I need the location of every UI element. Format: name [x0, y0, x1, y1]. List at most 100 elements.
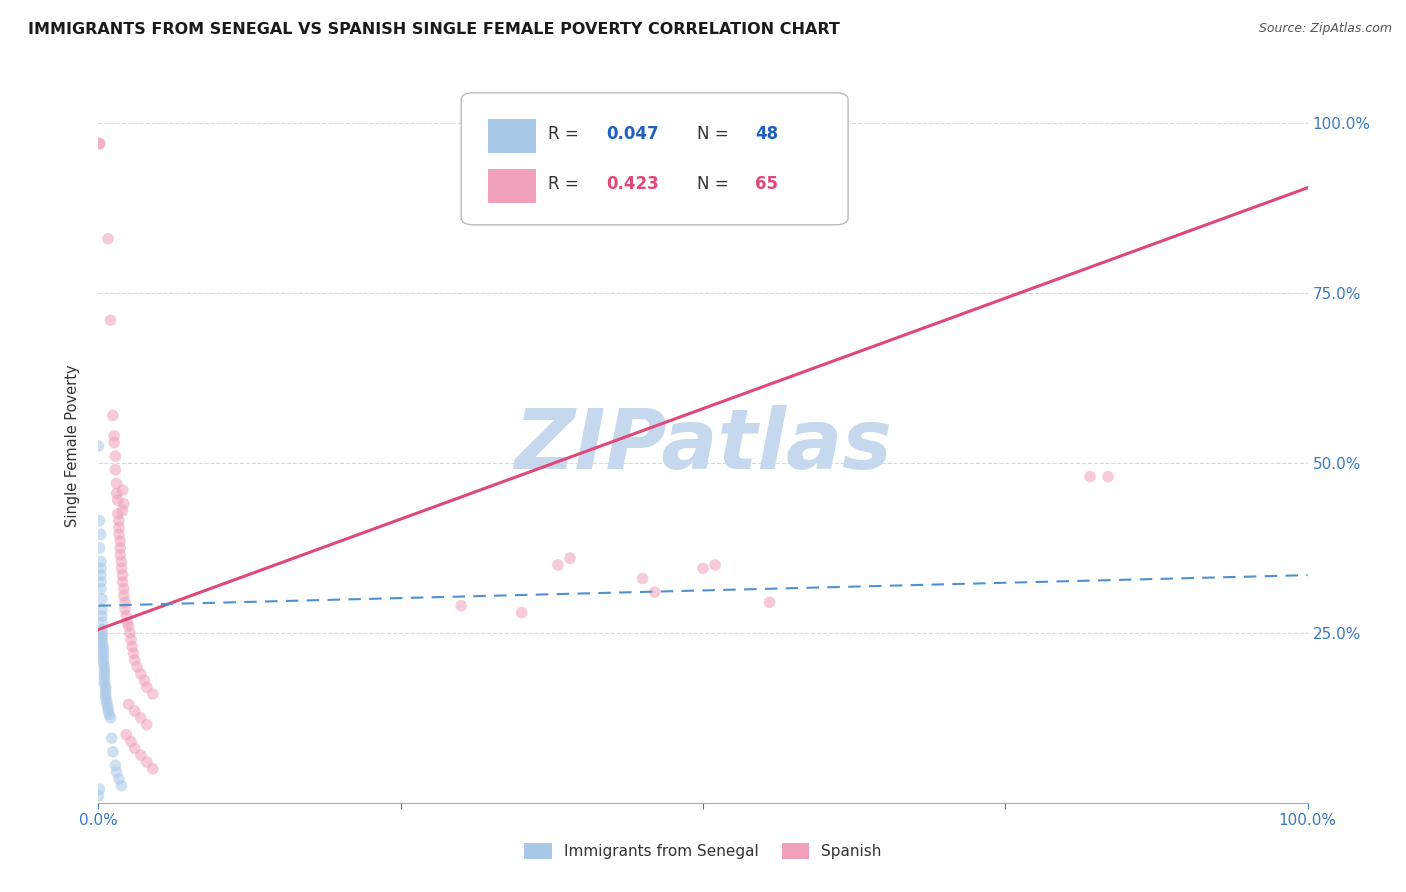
Text: 65: 65	[755, 175, 778, 193]
Point	[1097, 469, 1119, 483]
Point	[91, 602, 114, 616]
FancyBboxPatch shape	[461, 93, 848, 225]
Point	[118, 698, 141, 712]
Point	[93, 666, 115, 681]
Point	[90, 527, 112, 541]
Bar	[488, 120, 536, 153]
Point	[108, 541, 131, 555]
Point	[127, 660, 149, 674]
Point	[87, 789, 110, 803]
Point	[91, 591, 114, 606]
Text: N =: N =	[697, 125, 734, 143]
Point	[91, 615, 114, 630]
Point	[510, 606, 533, 620]
Point	[91, 643, 114, 657]
Point	[110, 555, 132, 569]
Point	[90, 568, 112, 582]
Point	[129, 748, 152, 763]
Point	[142, 762, 165, 776]
Point	[89, 514, 111, 528]
Point	[108, 527, 131, 541]
Point	[112, 582, 135, 596]
Point	[89, 782, 111, 797]
Point	[91, 623, 114, 637]
Point	[93, 660, 115, 674]
Point	[97, 700, 120, 714]
Point	[96, 694, 118, 708]
Point	[96, 698, 118, 712]
Y-axis label: Single Female Poverty: Single Female Poverty	[65, 365, 80, 527]
Point	[93, 677, 115, 691]
Point	[124, 741, 146, 756]
Text: ZIPatlas: ZIPatlas	[515, 406, 891, 486]
Text: IMMIGRANTS FROM SENEGAL VS SPANISH SINGLE FEMALE POVERTY CORRELATION CHART: IMMIGRANTS FROM SENEGAL VS SPANISH SINGL…	[28, 22, 839, 37]
Point	[118, 619, 141, 633]
Point	[91, 608, 114, 623]
Point	[93, 673, 115, 688]
Point	[692, 136, 714, 151]
Point	[104, 449, 127, 463]
Point	[111, 574, 134, 589]
Point	[108, 520, 131, 534]
Point	[91, 646, 114, 660]
Point	[758, 595, 780, 609]
Point	[105, 765, 128, 780]
Point	[98, 707, 121, 722]
Point	[112, 497, 135, 511]
Point	[90, 582, 112, 596]
Text: Source: ZipAtlas.com: Source: ZipAtlas.com	[1258, 22, 1392, 36]
Point	[107, 493, 129, 508]
Point	[129, 711, 152, 725]
Point	[114, 602, 136, 616]
Point	[100, 711, 122, 725]
Point	[100, 313, 122, 327]
Text: R =: R =	[548, 125, 585, 143]
Point	[631, 572, 654, 586]
Point	[644, 585, 666, 599]
Point	[112, 589, 135, 603]
Point	[108, 548, 131, 562]
Point	[450, 599, 472, 613]
Point	[90, 574, 112, 589]
Text: R =: R =	[548, 175, 585, 193]
Point	[90, 555, 112, 569]
Point	[120, 632, 142, 647]
Point	[104, 758, 127, 772]
Point	[94, 683, 117, 698]
Point	[115, 728, 138, 742]
Point	[110, 561, 132, 575]
Point	[135, 755, 157, 769]
Point	[547, 558, 569, 572]
Point	[94, 690, 117, 705]
Point	[93, 670, 115, 684]
Point	[101, 745, 124, 759]
Point	[97, 232, 120, 246]
Point	[129, 666, 152, 681]
Point	[135, 680, 157, 694]
Point	[118, 626, 141, 640]
Text: 0.423: 0.423	[606, 175, 659, 193]
Point	[108, 772, 131, 786]
Point	[115, 608, 138, 623]
Point	[122, 646, 145, 660]
Point	[117, 615, 139, 630]
Point	[692, 561, 714, 575]
Point	[1078, 469, 1101, 483]
Point	[107, 507, 129, 521]
Point	[91, 640, 114, 654]
Point	[124, 704, 146, 718]
Point	[108, 514, 131, 528]
Point	[121, 640, 143, 654]
Point	[558, 551, 581, 566]
Bar	[488, 169, 536, 203]
Point	[90, 561, 112, 575]
Point	[134, 673, 156, 688]
Point	[120, 734, 142, 748]
Point	[87, 439, 110, 453]
Point	[111, 568, 134, 582]
Point	[91, 636, 114, 650]
Point	[91, 626, 114, 640]
Point	[91, 632, 114, 647]
Point	[100, 731, 122, 746]
Legend: Immigrants from Senegal, Spanish: Immigrants from Senegal, Spanish	[516, 835, 890, 866]
